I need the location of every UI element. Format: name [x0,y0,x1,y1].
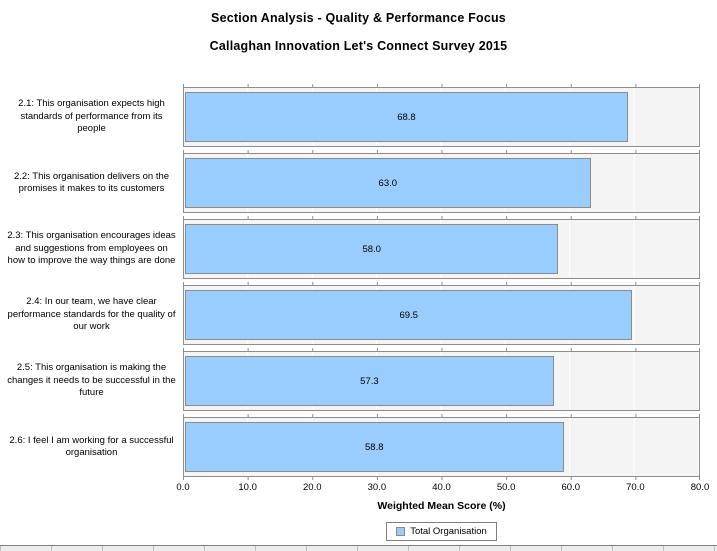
axis-tick-marks [183,216,700,219]
x-tick-label: 70.0 [626,482,645,493]
bar-value-label: 57.3 [360,375,379,387]
category-label: 2.5: This organisation is making the cha… [7,362,176,399]
chart-row: 2.5: This organisation is making the cha… [0,348,700,411]
plot-band: 58.0 [183,216,700,279]
category-label: 2.1: This organisation expects high stan… [18,98,165,135]
chart-subtitle: Callaghan Innovation Let's Connect Surve… [209,39,508,53]
bar-value-label: 69.5 [399,309,418,321]
category-label: 2.4: In our team, we have clear performa… [7,296,176,333]
bar-total-organisation: 57.3 [185,356,554,406]
bar-value-label: 63.0 [378,177,398,189]
x-tick-label: 80.0 [690,482,710,493]
bar-total-organisation: 63.0 [185,158,591,208]
legend-container: Total Organisation [183,522,700,541]
bar-total-organisation: 58.8 [185,422,564,472]
x-tick-label: 10.0 [238,482,257,493]
x-tick-label: 20.0 [303,482,322,493]
x-axis: 0.0 10.0 20.0 30.0 40.0 50.0 60.0 70.0 8… [176,482,709,494]
chart-row: 2.4: In our team, we have clear performa… [0,282,700,345]
axis-tick-marks [183,282,700,285]
x-tick-label: 50.0 [496,482,516,493]
chart-title: Section Analysis - Quality & Performance… [211,11,506,25]
plot-band: 68.8 [183,84,700,147]
x-axis-title: Weighted Mean Score (%) [377,500,506,512]
bar-value-label: 68.8 [397,111,416,123]
legend-item-label: Total Organisation [410,526,487,537]
category-label: 2.2: This organisation delivers on the p… [13,170,170,194]
axis-tick-marks [183,150,700,153]
category-label: 2.3: This organisation encourages ideas … [7,230,176,267]
chart-row: 2.2: This organisation delivers on the p… [0,150,700,213]
plot-band: 69.5 [183,282,700,345]
category-label: 2.6: I feel I am working for a successfu… [9,434,174,458]
plot-area: 2.1: This organisation expects high stan… [0,84,700,480]
chart-row: 2.3: This organisation encourages ideas … [0,216,700,279]
chart-row: 2.6: I feel I am working for a successfu… [0,414,700,480]
x-tick-label: 40.0 [432,482,451,493]
axis-tick-marks [183,414,700,417]
plot-band: 58.8 [183,414,700,480]
bar-value-label: 58.0 [362,243,381,255]
legend-swatch-icon [396,527,406,536]
x-tick-label: 30.0 [367,482,387,493]
x-tick-label: 0.0 [176,482,190,493]
spreadsheet-grid-edge [0,545,717,551]
plot-band: 57.3 [183,348,700,411]
bar-total-organisation: 58.0 [185,224,559,274]
bar-total-organisation: 68.8 [185,92,628,142]
axis-tick-marks [183,477,700,480]
axis-tick-marks [183,348,700,351]
bar-value-label: 58.8 [365,441,384,453]
bar-total-organisation: 69.5 [185,290,633,340]
chart-row: 2.1: This organisation expects high stan… [0,84,700,147]
legend-box: Total Organisation [386,522,497,541]
axis-tick-marks [183,84,700,87]
x-tick-label: 60.0 [561,482,581,493]
plot-band: 63.0 [183,150,700,213]
